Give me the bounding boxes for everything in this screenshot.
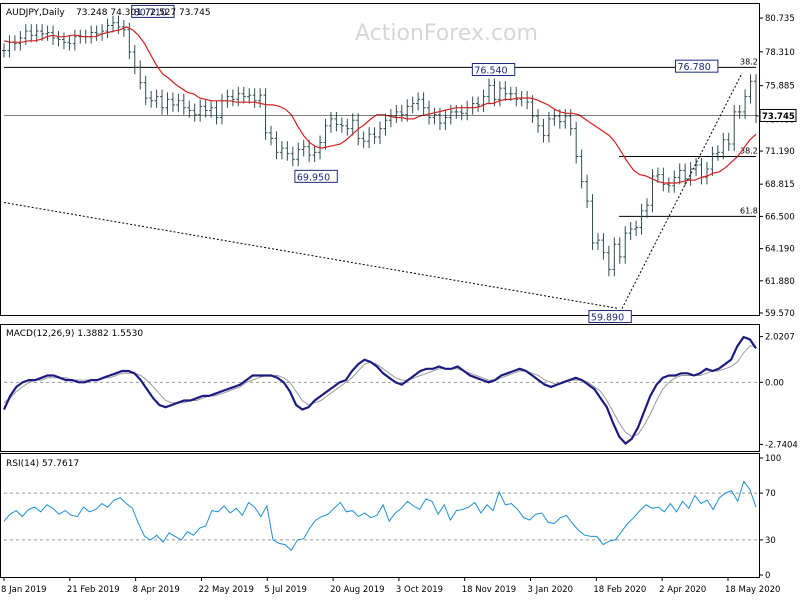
sma-line [3,26,757,184]
x-tick-label: 18 May 2020 [725,585,780,595]
fib-label: 38.2 [740,57,758,66]
rsi-tick-label: 100 [765,454,781,464]
annotation-box [131,4,175,18]
x-tick-label: 18 Nov 2019 [462,585,516,595]
annotation-box [294,169,338,183]
rsi-label: RSI(14) 57.7617 [6,459,79,469]
price-tick-label: 71.190 [765,147,795,157]
last-price-label: 73.745 [762,112,795,122]
annotation-label: 59.890 [591,313,624,324]
price-tick-label: 64.190 [765,245,795,255]
price-tick-label: 68.815 [765,180,795,190]
last-price-box [759,108,797,122]
annotation-box [675,59,719,73]
fib-label: 38.2 [740,147,758,156]
x-tick-label: 20 Aug 2019 [330,585,384,595]
macd-tick-label: 2.0207 [765,333,795,343]
chart-title: AUDJPY,Daily [6,8,65,18]
rsi-panel-frame [0,453,760,578]
ohlc-readout: 73.248 74.301 72.527 73.745 [76,8,211,18]
annotation-label: 76.540 [474,66,507,77]
macd-line [2,335,757,445]
macd-tick-label: -2.7404 [765,440,798,450]
annotation-label: 80.710 [134,7,167,18]
x-tick-label: 3 Oct 2019 [396,585,443,595]
rsi-tick-label: 70 [765,489,776,499]
long-ma-line [3,201,619,309]
price-tick-label: 59.570 [765,309,795,319]
price-tick-label: 80.735 [765,14,795,24]
watermark: ActionForex.com [355,21,538,46]
price-layer: 38.2 38.2 61.8 80.710 69.950 76.540 59.890 76.7… [2,4,759,324]
price-tick-label: 78.310 [765,48,795,58]
annotation-box [588,310,632,324]
x-tick-label: 22 May 2019 [198,585,253,595]
x-tick-label: 3 Jan 2020 [528,585,574,595]
macd-panel-frame [0,324,760,452]
price-tick-label: 61.880 [765,277,795,287]
price-tick-label: 66.500 [765,212,795,222]
x-tick-label: 2 Apr 2020 [659,585,706,595]
annotation-label: 76.780 [678,62,711,73]
rsi-tick-label: 30 [765,536,776,546]
macd-signal-line [3,345,756,438]
x-tick-label: 8 Jan 2019 [1,585,47,595]
rsi-tick-label: 0 [765,571,770,581]
trend-line [621,72,743,309]
macd-tick-label: 0.00 [765,378,784,388]
rsi-line [3,480,757,552]
x-tick-label: 18 Feb 2020 [593,585,646,595]
price-tick-label: 75.885 [765,82,795,92]
macd-label: MACD(12,26,9) 1.3882 1.5530 [6,329,143,339]
axis-layer: 80.73578.31075.88573.46071.19068.81566.5… [1,14,798,595]
annotation-label: 69.950 [297,172,330,183]
x-tick-label: 21 Feb 2019 [67,585,120,595]
price-panel-frame [0,3,760,316]
x-tick-label: 8 Apr 2019 [133,585,180,595]
annotation-box [471,63,516,77]
fib-label: 61.8 [740,206,758,215]
rsi-layer [3,480,759,552]
x-tick-label: 5 Jul 2019 [264,585,307,595]
macd-layer [2,335,759,445]
